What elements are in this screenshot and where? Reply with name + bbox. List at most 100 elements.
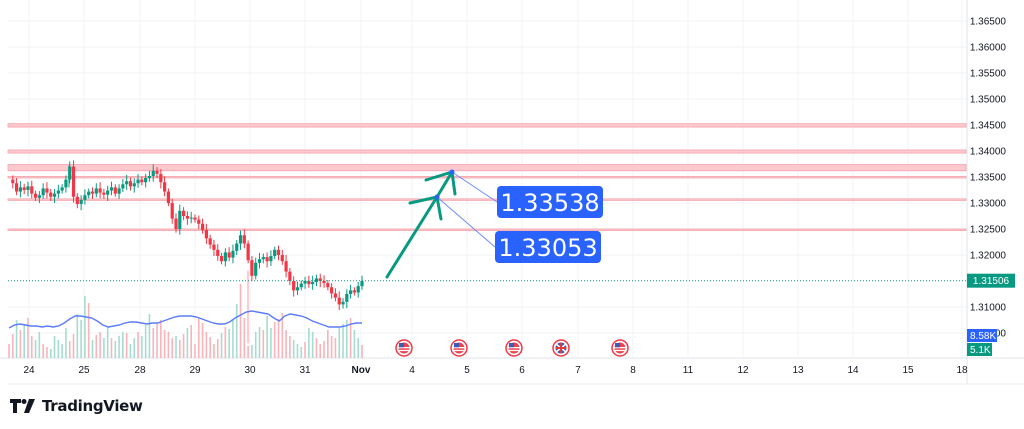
volume-bar (281, 313, 284, 358)
tradingview-logo[interactable]: TradingView (10, 397, 143, 415)
volume-bar (141, 336, 143, 358)
volume-bar (118, 336, 120, 358)
volume-bar (15, 320, 18, 358)
candle-body (273, 249, 277, 257)
time-tick-label: 30 (244, 365, 256, 376)
resistance-zone-band[interactable] (7, 123, 967, 128)
callout-anchor-dot[interactable] (449, 169, 455, 175)
support-resistance-bands[interactable] (7, 123, 967, 231)
volume-bar (327, 330, 329, 358)
candle-body (147, 175, 152, 179)
economic-event-markers[interactable] (395, 339, 629, 357)
volume-bar (163, 330, 166, 358)
time-tick-label: 25 (78, 365, 90, 376)
flag-canton (615, 343, 620, 348)
us-flag-icon[interactable] (395, 339, 413, 357)
time-tick-label: 18 (956, 365, 968, 376)
price-callout[interactable]: 1.33538 (449, 169, 604, 219)
volume-bar (46, 347, 48, 358)
volume-bar (34, 340, 37, 358)
candle-body (128, 181, 133, 187)
candle-body (352, 290, 357, 293)
volume-bar (254, 332, 257, 358)
candle-body (22, 187, 26, 190)
candle-body (292, 281, 296, 291)
resistance-zone-band[interactable] (7, 198, 967, 201)
volume-bar (80, 320, 82, 358)
horizontal-level-line[interactable] (7, 176, 967, 179)
volume-bar (311, 332, 314, 358)
volume-bar (95, 335, 98, 358)
candle-body (102, 192, 106, 195)
volume-bar (194, 344, 196, 358)
volume-bar (338, 328, 341, 358)
volume-bar (243, 318, 246, 358)
candle-body (288, 271, 292, 281)
volume-bar (330, 336, 333, 358)
volume-bars (8, 284, 363, 358)
volume-bar (175, 336, 177, 358)
volume-tag[interactable] (967, 343, 992, 356)
volume-bar (133, 338, 136, 358)
volume-bar (342, 324, 344, 358)
candle-body (349, 290, 353, 294)
volume-bar (11, 334, 14, 358)
volume-bar (76, 314, 79, 358)
candle-body (269, 256, 273, 262)
volume-bar (213, 344, 215, 358)
candle-body (90, 191, 95, 194)
callout-anchor-dot[interactable] (434, 194, 440, 200)
candle-body (311, 282, 315, 285)
flag-canton (399, 343, 404, 348)
time-axis[interactable]: 24 25 28 29 30 31 Nov 4 5 6 7 8 11 12 13 14 15 18 (23, 365, 968, 376)
volume-bar (110, 338, 113, 358)
callout-box[interactable] (497, 186, 603, 218)
volume-bar (122, 332, 124, 358)
volume-bar (152, 328, 155, 358)
volume-bar (65, 328, 67, 358)
candle-body (83, 195, 87, 200)
candle-body (356, 286, 360, 293)
volume-bar (99, 332, 101, 358)
volume-tag[interactable] (967, 329, 997, 342)
candle-body (41, 188, 45, 196)
callout-leader-line (451, 171, 498, 203)
volume-bar (315, 338, 318, 358)
candle-body (208, 238, 212, 245)
volume-bar (144, 325, 147, 358)
current-price-tag[interactable] (967, 273, 1015, 288)
volume-bar (239, 284, 242, 358)
us-flag-icon[interactable] (505, 339, 523, 357)
volume-bar (289, 336, 291, 358)
uk-flag-icon[interactable] (552, 339, 570, 357)
time-tick-label: 15 (902, 365, 914, 376)
price-label-callouts[interactable]: 1.33538 1.33053 (434, 169, 604, 264)
volume-bar (197, 318, 200, 358)
candle-body (159, 173, 163, 183)
time-tick-label: 4 (409, 365, 415, 376)
us-flag-icon[interactable] (450, 339, 468, 357)
price-axis[interactable]: 1.36500 1.36000 1.35500 1.35000 1.34500 1.340… (967, 17, 1015, 357)
callout-box[interactable] (495, 231, 601, 263)
price-callout[interactable]: 1.33053 (434, 194, 602, 264)
resistance-zone-band[interactable] (7, 149, 967, 154)
candle-body (109, 187, 114, 191)
candle-body (345, 294, 349, 302)
candle-body (117, 188, 121, 194)
candle-body (33, 193, 38, 198)
trend-arrow-line[interactable] (435, 170, 454, 199)
candle-body (125, 181, 129, 185)
flag-canton (454, 343, 459, 348)
trend-arrow-line[interactable] (385, 195, 439, 279)
candle-body (185, 216, 189, 219)
candle-body (26, 186, 30, 190)
volume-bar (334, 338, 337, 358)
resistance-zone-band[interactable] (7, 164, 967, 172)
us-flag-icon[interactable] (611, 339, 629, 357)
horizontal-level-line[interactable] (7, 228, 967, 231)
time-tick-label: 7 (575, 365, 581, 376)
flag-stripe (615, 349, 625, 352)
candle-body (30, 186, 34, 194)
volume-bar (30, 336, 33, 358)
